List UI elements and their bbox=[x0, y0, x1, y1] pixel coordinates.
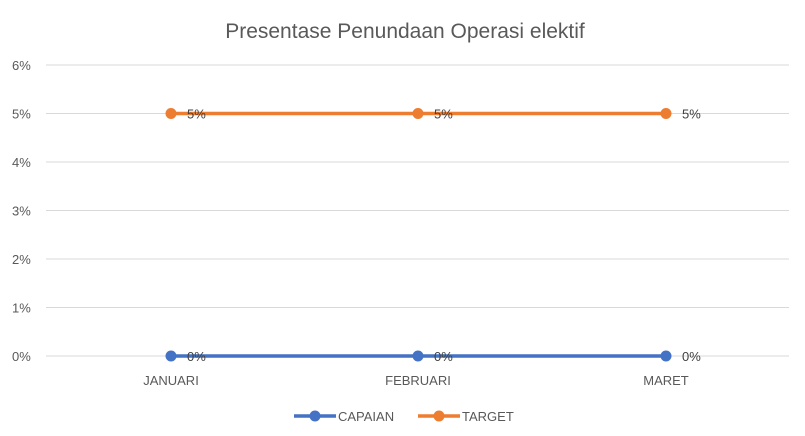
chart-title: Presentase Penundaan Operasi elektif bbox=[225, 20, 585, 43]
series-group: 0% 0% 0% 5% 5% 5% bbox=[165, 107, 701, 364]
data-point-capaian bbox=[412, 350, 424, 362]
data-point-capaian bbox=[165, 350, 177, 362]
y-tick-label: 2% bbox=[12, 252, 31, 267]
y-tick-label: 1% bbox=[12, 301, 31, 316]
data-point-capaian bbox=[660, 350, 672, 362]
data-point-target bbox=[412, 108, 424, 119]
y-tick-label: 0% bbox=[12, 349, 31, 364]
legend-label-capaian: CAPAIAN bbox=[338, 409, 394, 424]
legend: CAPAIAN TARGET bbox=[294, 409, 514, 424]
legend-marker-capaian bbox=[309, 410, 321, 422]
y-tick-label: 4% bbox=[12, 155, 31, 170]
data-label-capaian: 0% bbox=[434, 349, 453, 364]
x-tick-label: MARET bbox=[643, 373, 689, 388]
y-tick-label: 6% bbox=[12, 58, 31, 73]
data-label-target: 5% bbox=[434, 107, 453, 122]
data-label-capaian: 0% bbox=[682, 349, 701, 364]
legend-marker-target bbox=[433, 410, 445, 422]
data-label-target: 5% bbox=[682, 107, 701, 122]
x-tick-label: FEBRUARI bbox=[385, 373, 451, 388]
y-tick-label: 3% bbox=[12, 204, 31, 219]
legend-label-target: TARGET bbox=[462, 409, 514, 424]
y-axis-ticks: 0% 1% 2% 3% 4% 5% 6% bbox=[12, 58, 31, 364]
data-point-target bbox=[660, 108, 672, 119]
data-label-target: 5% bbox=[187, 107, 206, 122]
x-axis-ticks: JANUARI FEBRUARI MARET bbox=[143, 373, 689, 388]
x-tick-label: JANUARI bbox=[143, 373, 199, 388]
data-label-capaian: 0% bbox=[187, 349, 206, 364]
data-point-target bbox=[165, 108, 177, 119]
y-tick-label: 5% bbox=[12, 107, 31, 122]
